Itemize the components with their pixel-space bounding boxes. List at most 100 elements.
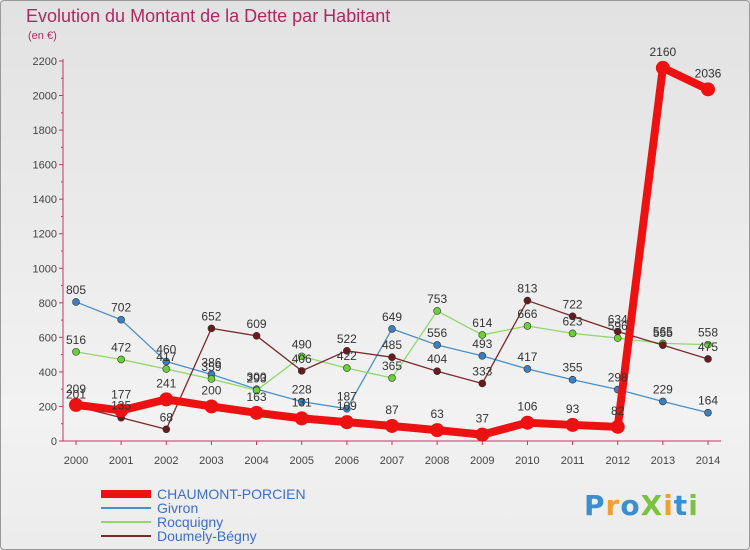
data-point [523,322,532,330]
legend-item: Givron [101,501,306,515]
data-point [385,418,399,433]
data-point [613,327,622,336]
data-point [297,352,306,361]
x-tick-label: 2009 [470,455,494,467]
data-point [343,347,351,355]
x-tick-label: 2000 [64,455,88,467]
legend: CHAUMONT-PORCIEN Givron Rocquigny Doumely-B… [101,487,306,543]
y-tick-label: 2200 [33,56,57,68]
data-label: 623 [563,314,583,328]
data-label: 386 [201,355,221,369]
x-tick-label: 2004 [244,455,268,467]
data-point [162,425,171,434]
x-tick-label: 2002 [154,455,178,467]
x-tick-label: 2013 [651,455,675,467]
data-label: 422 [337,349,357,363]
data-label: 460 [156,343,176,357]
logo-letter: i [688,489,699,522]
data-point [613,334,622,342]
logo-letter: i [663,489,674,522]
data-point [523,296,532,305]
data-label: 109 [337,399,357,413]
data-label: 666 [517,307,537,321]
y-tick-label: 1400 [33,194,57,206]
data-label: 2160 [650,45,677,59]
data-label: 82 [611,404,625,418]
data-point [701,82,715,97]
logo-letter: r [605,489,621,522]
data-label: 209 [66,382,86,396]
data-label: 475 [698,340,718,354]
data-label: 355 [563,361,583,375]
data-label: 485 [382,338,402,352]
data-label: 163 [247,390,267,404]
legend-label: Rocquigny [157,514,224,530]
data-label: 556 [427,326,447,340]
data-label: 229 [653,382,673,396]
y-tick-label: 200 [39,401,57,413]
y-tick-label: 400 [39,367,57,379]
data-label: 68 [160,410,174,424]
data-label: 609 [247,317,267,331]
y-tick-label: 1600 [33,160,57,172]
data-label: 333 [472,364,492,378]
data-label: 93 [566,402,580,416]
data-label: 164 [698,394,718,408]
data-label: 516 [66,333,86,347]
data-label: 200 [201,383,221,397]
chart-unit-label: (en €) [28,30,57,42]
data-point [610,419,625,434]
legend-swatch [101,507,151,509]
data-label: 649 [382,310,402,324]
y-tick-label: 2000 [33,91,57,103]
data-label: 813 [517,282,537,296]
legend-item: Doumely-Bégny [101,529,306,543]
data-point [433,367,441,376]
data-point [204,399,219,414]
data-label: 722 [563,297,583,311]
data-point [704,355,712,363]
data-point [114,403,129,418]
data-point [297,367,306,375]
data-point [252,332,261,340]
data-label: 702 [111,301,131,315]
data-label: 493 [472,337,492,351]
data-label: 558 [698,326,718,340]
y-tick-label: 0 [51,436,57,448]
logo-letter: P [584,489,606,522]
data-label: 228 [292,383,312,397]
logo-letter: o [620,489,641,522]
data-label: 298 [608,371,628,385]
data-point [297,397,306,406]
data-point [162,365,171,373]
data-point [207,324,216,333]
data-point [478,352,487,360]
data-label: 565 [653,324,673,338]
data-label: 417 [156,350,176,364]
data-point [339,415,354,430]
data-point [388,374,396,382]
legend-label: Givron [157,500,199,516]
legend-item: Rocquigny [101,515,306,529]
data-point [520,415,535,430]
data-label: 87 [385,403,399,417]
chart-title: Evolution du Montant de la Dette par Hab… [26,6,391,26]
data-point [568,312,577,321]
data-point [69,397,83,412]
data-label: 555 [653,326,673,340]
data-point [478,331,487,339]
data-point [252,386,261,395]
data-point [475,427,490,442]
logo-letter: X [640,489,664,522]
data-label: 406 [292,352,312,366]
legend-item: CHAUMONT-PORCIEN [101,487,306,501]
data-point [659,341,667,349]
x-tick-label: 2006 [335,455,359,467]
data-label: 293 [247,371,267,385]
y-tick-label: 800 [39,298,57,310]
data-point [704,408,712,417]
y-tick-label: 600 [39,332,57,344]
data-point [523,365,532,373]
